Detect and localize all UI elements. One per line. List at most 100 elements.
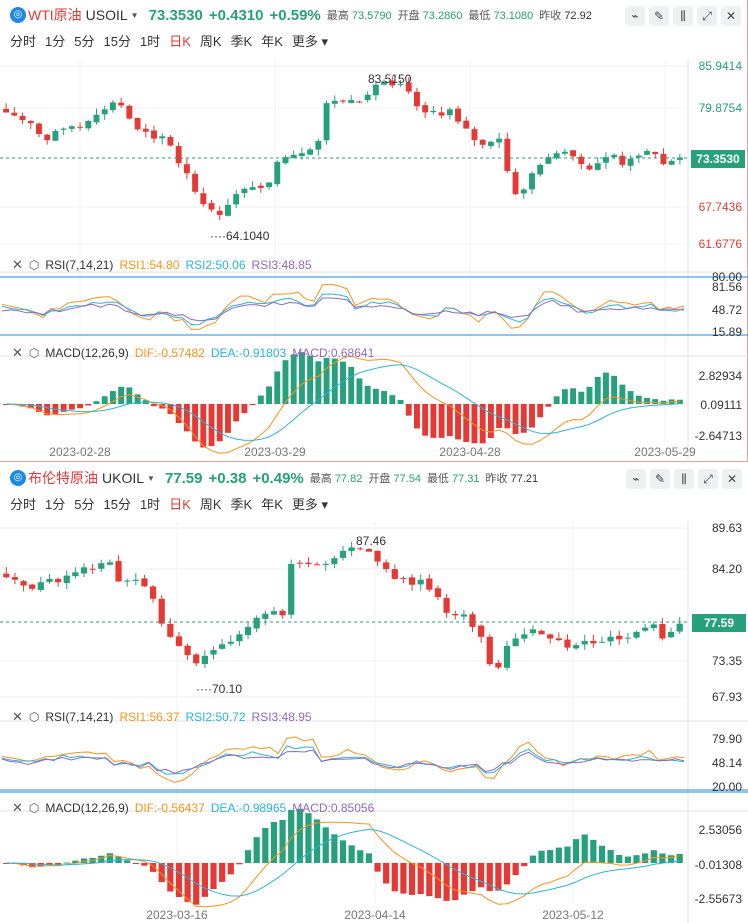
- tab-0[interactable]: 分时: [10, 34, 37, 49]
- candle-body: [650, 624, 657, 628]
- candle-body: [611, 154, 618, 158]
- tab-7[interactable]: 季K: [230, 497, 253, 512]
- candle-body: [413, 91, 420, 107]
- symbol-name[interactable]: 布伦特原油: [28, 470, 98, 486]
- settings-icon[interactable]: ⬡: [28, 258, 40, 272]
- macd-bar: [60, 404, 67, 412]
- tab-5[interactable]: 日K: [169, 34, 191, 49]
- macd-tick-label: -0.01308: [695, 858, 743, 872]
- candle-body: [357, 548, 364, 550]
- candle-body: [266, 182, 273, 188]
- chevron-down-icon[interactable]: ▼: [130, 10, 139, 20]
- rsi1-value: RSI1:56.37: [119, 710, 180, 724]
- macd-bar: [422, 404, 429, 436]
- symbol-name[interactable]: WTI原油: [28, 7, 82, 23]
- macd-title: MACD(12,26,9): [45, 801, 129, 815]
- tab-9[interactable]: 更多 ▾: [291, 497, 329, 512]
- tab-7[interactable]: 季K: [230, 34, 253, 49]
- chart-line-icon[interactable]: ⌁: [625, 6, 645, 26]
- tab-8[interactable]: 年K: [261, 497, 283, 512]
- candle-type-icon[interactable]: ⫼: [674, 469, 694, 489]
- tab-6[interactable]: 周K: [199, 34, 222, 49]
- macd-bar: [521, 863, 528, 867]
- candle-body: [201, 655, 208, 665]
- tab-3[interactable]: 15分: [103, 34, 131, 49]
- candle-body: [642, 627, 649, 631]
- candle-body: [279, 610, 286, 616]
- macd-bar: [364, 385, 371, 404]
- candle-body: [244, 626, 252, 635]
- candle-type-icon[interactable]: ⫼: [673, 6, 693, 26]
- wti-chart[interactable]: 83.5150 ····64.1040 85.9414 79.8754 67.7436 6…: [0, 0, 748, 462]
- candle-body: [313, 564, 321, 566]
- open-quote: 开盘 73.2860: [397, 10, 463, 22]
- tab-5[interactable]: 日K: [169, 497, 191, 512]
- macd-bar: [602, 372, 609, 404]
- close-indicator-icon[interactable]: ✕: [12, 257, 23, 272]
- tab-9[interactable]: 更多 ▾: [291, 34, 329, 49]
- candle-body: [3, 573, 10, 578]
- close-indicator-icon[interactable]: ✕: [12, 800, 23, 815]
- candle-body: [249, 187, 256, 190]
- symbol-icon[interactable]: ◎: [10, 470, 26, 486]
- tab-6[interactable]: 周K: [199, 497, 222, 512]
- symbol-code[interactable]: UKOIL: [102, 470, 145, 486]
- candle-body: [478, 625, 485, 637]
- macd-bar: [184, 863, 191, 902]
- symbol-code[interactable]: USOIL: [85, 7, 128, 23]
- low-annotation: ····70.10: [196, 682, 242, 696]
- macd-bar: [201, 863, 208, 897]
- macd-bar: [307, 355, 314, 404]
- macd-tick-label: 2.53056: [699, 823, 743, 837]
- candle-body: [72, 572, 79, 577]
- tab-1[interactable]: 1分: [45, 34, 66, 49]
- macd-bar: [578, 391, 585, 404]
- draw-icon[interactable]: ✎: [650, 469, 670, 489]
- macd-bar: [642, 853, 649, 863]
- candle-body: [85, 120, 92, 129]
- chevron-down-icon[interactable]: ▼: [147, 473, 155, 483]
- close-indicator-icon[interactable]: ✕: [12, 345, 23, 360]
- macd-bar: [348, 845, 355, 863]
- dea-line: [6, 364, 680, 441]
- tab-8[interactable]: 年K: [261, 34, 283, 49]
- tab-2[interactable]: 5分: [74, 497, 95, 512]
- chart-line-icon[interactable]: ⌁: [626, 469, 646, 489]
- draw-icon[interactable]: ✎: [649, 6, 669, 26]
- candle-body: [27, 120, 34, 124]
- candle-body: [77, 126, 84, 128]
- tab-4[interactable]: 1时: [139, 34, 161, 49]
- candle-body: [227, 641, 234, 644]
- candle-body: [633, 631, 640, 638]
- tab-3[interactable]: 15分: [103, 497, 131, 512]
- candle-body: [590, 640, 597, 644]
- macd-bar: [676, 853, 683, 863]
- tab-2[interactable]: 5分: [74, 34, 95, 49]
- macd-bar: [434, 863, 442, 899]
- macd-bar: [627, 391, 634, 404]
- macd-bar: [27, 404, 34, 409]
- brent-chart[interactable]: 87.46 ····70.10 89.63 84.20 73.35 67.93 79.90 4…: [0, 463, 748, 923]
- tab-1[interactable]: 1分: [45, 497, 66, 512]
- settings-icon[interactable]: ⬡: [28, 801, 40, 815]
- settings-icon[interactable]: ⬡: [28, 346, 40, 360]
- macd-bar: [520, 404, 527, 433]
- candle-body: [555, 638, 562, 641]
- macd-bar: [607, 849, 614, 863]
- macd-bar: [124, 860, 131, 863]
- close-icon[interactable]: ✕: [722, 469, 742, 489]
- tab-0[interactable]: 分时: [10, 497, 37, 512]
- candle-body: [676, 623, 683, 632]
- expand-icon[interactable]: ⤢: [697, 6, 717, 26]
- close-icon[interactable]: ✕: [721, 6, 741, 26]
- expand-icon[interactable]: ⤢: [698, 469, 718, 489]
- tab-4[interactable]: 1时: [139, 497, 161, 512]
- macd-bar: [389, 395, 396, 404]
- candle-body: [307, 149, 314, 155]
- close-indicator-icon[interactable]: ✕: [12, 709, 23, 724]
- settings-icon[interactable]: ⬡: [28, 710, 40, 724]
- macd-bar: [331, 834, 338, 863]
- candle-body: [44, 134, 51, 141]
- symbol-icon[interactable]: ◎: [10, 7, 26, 23]
- last-price: 73.3530: [148, 6, 203, 24]
